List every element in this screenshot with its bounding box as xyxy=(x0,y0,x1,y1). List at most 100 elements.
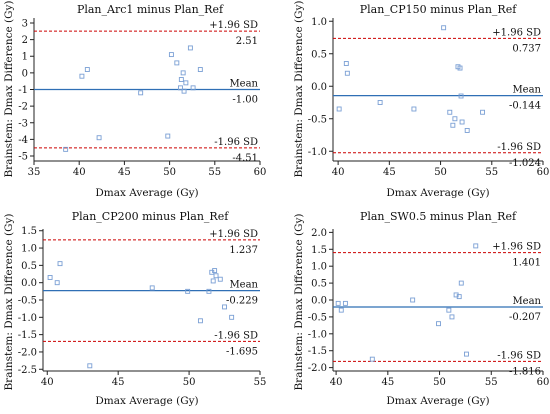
x-tick-label: 55 xyxy=(208,167,221,178)
y-tick-label: 0.0 xyxy=(311,296,327,307)
data-point xyxy=(335,300,341,306)
upper-limit-value: 1.401 xyxy=(512,258,541,269)
x-tick-label: 45 xyxy=(112,377,125,388)
y-tick-label: -1.0 xyxy=(308,147,327,158)
chart-plot-1: 35 40 45 50 55 60 3 2 1 0 -1 -2 -3 -4 -5 +1.96 SD 2.51 Me… xyxy=(18,18,266,178)
mean-value: -0.207 xyxy=(509,312,541,323)
data-point xyxy=(480,109,486,115)
y-tick-label: 0.5 xyxy=(311,279,327,290)
y-axis-label: Brainstem: Dmax Difference (Gy) xyxy=(3,213,15,390)
panel-title: Plan_CP200 minus Plan_Ref xyxy=(72,210,229,223)
data-point xyxy=(447,109,453,115)
panel-title: Plan_SW0.5 minus Plan_Ref xyxy=(360,210,517,223)
y-tick-label: -5 xyxy=(18,152,28,163)
data-point xyxy=(149,285,155,291)
data-point xyxy=(138,90,144,96)
y-tick-label: -0.5 xyxy=(308,312,327,323)
data-point xyxy=(185,288,191,294)
x-tick-label: 60 xyxy=(254,167,267,178)
data-point xyxy=(180,70,186,76)
panel-sw05: Plan_SW0.5 minus Plan_Ref Brainstem: Dma… xyxy=(293,210,517,407)
y-tick-label: 1 xyxy=(22,52,28,63)
y-tick-label: 0.0 xyxy=(21,278,37,289)
mean-label: Mean xyxy=(512,296,541,307)
data-point xyxy=(458,280,464,286)
data-point xyxy=(165,133,171,139)
lower-limit-label: -1.96 SD xyxy=(497,350,541,361)
upper-limit-label: +1.96 SD xyxy=(492,242,541,253)
panel-title: Plan_Arc1 minus Plan_Ref xyxy=(77,3,224,16)
y-axis-label: Brainstem: Dmax Difference (Gy) xyxy=(293,213,305,390)
data-point xyxy=(210,278,216,284)
x-tick-label: 55 xyxy=(485,377,498,388)
data-point xyxy=(87,363,93,369)
data-point xyxy=(96,135,102,141)
lower-limit-label: -1.96 SD xyxy=(214,330,258,341)
y-tick-label: 2.0 xyxy=(311,228,327,239)
mean-value: -0.229 xyxy=(226,296,258,307)
upper-limit-label: +1.96 SD xyxy=(492,27,541,38)
data-point xyxy=(213,273,219,279)
x-tick-label: 60 xyxy=(537,377,550,388)
data-point xyxy=(450,122,456,128)
y-axis-label: Brainstem: Dmax Difference (Gy) xyxy=(3,0,15,177)
mean-label: Mean xyxy=(229,280,258,291)
x-tick-label: 55 xyxy=(485,167,498,178)
y-tick-label: 2 xyxy=(22,35,28,46)
lower-limit-value: -1.024 xyxy=(509,158,541,169)
data-point xyxy=(63,146,69,152)
data-point xyxy=(473,243,479,249)
data-point xyxy=(187,45,193,51)
data-point xyxy=(458,93,464,99)
chart-plot-3: 40 45 50 55 1.5 1.0 0.5 0.0 -0.5 -1.0 -1.5 -2.0 -2.5… xyxy=(18,226,267,388)
lower-limit-value: -1.695 xyxy=(226,346,258,357)
x-tick-label: 45 xyxy=(381,377,394,388)
y-tick-label: -2 xyxy=(18,102,28,113)
data-point xyxy=(344,70,350,76)
data-point xyxy=(197,67,203,72)
y-tick-label: 1.5 xyxy=(311,245,327,256)
panel-cp150: Plan_CP150 minus Plan_Ref Brainstem: Dma… xyxy=(293,0,517,199)
data-point xyxy=(57,261,63,267)
data-point xyxy=(338,307,344,313)
y-tick-label: -1.5 xyxy=(18,330,37,341)
y-tick-label: -2.5 xyxy=(18,365,37,376)
x-axis-label: Dmax Average (Gy) xyxy=(386,395,489,407)
y-tick-label: -1 xyxy=(18,85,28,96)
y-tick-label: 1.0 xyxy=(21,244,37,255)
data-point xyxy=(452,116,458,122)
y-tick-label: -4 xyxy=(18,135,28,146)
chart-plot-2: 40 45 50 55 60 1.0 0.5 0.0 -0.5 -1.0 +1.96 SD 0.737… xyxy=(308,17,550,178)
y-tick-label: 0 xyxy=(22,68,28,79)
mean-value: -1.00 xyxy=(232,95,258,106)
data-point xyxy=(54,280,60,286)
data-point xyxy=(343,61,349,66)
chart-plot-4: 40 45 50 55 60 2.0 1.5 1.0 0.5 0.0 -0.5 -1.0 -1.5 -2.… xyxy=(308,228,550,388)
x-tick-label: 45 xyxy=(118,167,131,178)
data-point xyxy=(342,300,348,306)
data-point xyxy=(449,314,455,320)
data-point xyxy=(168,52,174,58)
data-point xyxy=(463,351,469,357)
data-point xyxy=(456,294,462,300)
data-point xyxy=(369,356,375,362)
x-tick-label: 50 xyxy=(163,167,176,178)
data-point xyxy=(410,297,416,303)
data-point xyxy=(212,268,218,274)
mean-label: Mean xyxy=(229,79,258,90)
panel-title: Plan_CP150 minus Plan_Ref xyxy=(360,3,517,16)
mean-label: Mean xyxy=(512,85,541,96)
data-point xyxy=(47,275,53,280)
lower-limit-label: -1.96 SD xyxy=(497,142,541,153)
y-tick-label: 0.0 xyxy=(311,82,327,93)
panel-arc1: Plan_Arc1 minus Plan_Ref Brainstem: Dmax… xyxy=(3,0,224,199)
y-tick-label: 0.5 xyxy=(21,261,37,272)
y-tick-label: 1.0 xyxy=(311,17,327,28)
y-tick-label: -2.0 xyxy=(18,347,37,358)
upper-limit-value: 0.737 xyxy=(512,43,541,54)
data-point xyxy=(217,276,223,282)
data-point xyxy=(174,60,180,66)
x-tick-label: 40 xyxy=(330,377,343,388)
data-point xyxy=(459,119,465,125)
y-tick-label: -1.0 xyxy=(18,313,37,324)
